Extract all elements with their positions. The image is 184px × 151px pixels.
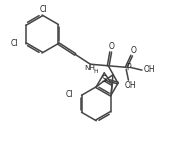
Text: P: P (126, 63, 130, 72)
Text: O: O (109, 42, 115, 51)
Text: NH: NH (84, 65, 95, 71)
Text: H: H (93, 69, 98, 74)
Text: Cl: Cl (39, 5, 47, 13)
Text: S: S (102, 75, 107, 84)
Text: Cl: Cl (11, 39, 18, 48)
Text: O: O (131, 46, 137, 55)
Text: OH: OH (143, 65, 155, 74)
Text: OH: OH (125, 81, 136, 90)
Text: Cl: Cl (66, 90, 73, 99)
